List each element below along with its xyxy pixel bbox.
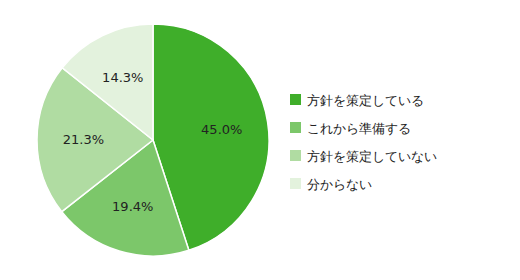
legend-label: これから準備する	[307, 121, 411, 136]
slice	[62, 24, 153, 140]
data-label: 14.3%	[102, 70, 143, 85]
legend-item: 方針を策定している	[290, 93, 424, 108]
legend-item: これから準備する	[290, 121, 411, 136]
data-label: 21.3%	[63, 132, 104, 147]
legend-item: 方針を策定していない	[290, 149, 437, 164]
pie	[37, 24, 269, 256]
legend-swatch	[290, 94, 301, 105]
legend-label: 方針を策定している	[307, 93, 424, 108]
legend: 方針を策定しているこれから準備する方針を策定していない分からない	[290, 93, 437, 192]
legend-label: 分からない	[307, 177, 372, 192]
data-labels: 45.0% 19.4% 21.3% 14.3%	[63, 70, 243, 214]
legend-swatch	[290, 178, 301, 189]
chart: 45.0%19.4%21.3%14.3%方針を策定しているこれから準備する方針を…	[0, 0, 520, 280]
legend-swatch	[290, 150, 301, 161]
legend-item: 分からない	[290, 177, 372, 192]
data-label: 19.4%	[112, 199, 153, 214]
data-label: 45.0%	[201, 122, 242, 137]
legend-swatch	[290, 122, 301, 133]
legend-label: 方針を策定していない	[307, 149, 437, 164]
